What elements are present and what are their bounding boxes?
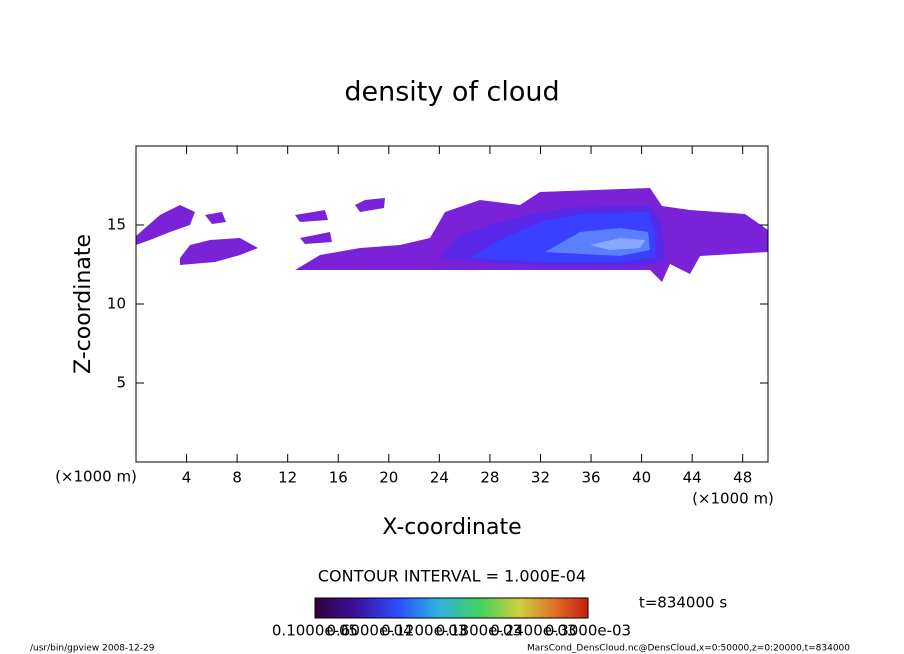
chart-title: density of cloud [344,77,559,108]
x-tick-label: 12 [278,469,297,487]
colorbar-label: 0.3000e-03 [545,622,631,640]
x-axis-label: X-coordinate [382,515,521,540]
contour-fill [136,188,768,282]
time-label: t=834000 s [639,594,727,612]
colorbar-label: 0.1800e-03 [436,622,522,640]
colorbar-label: 0.2400e-03 [490,622,576,640]
x-tick-label: 48 [733,469,752,487]
x-tick-label: 28 [480,469,499,487]
colorbar-label: 0.1200e-03 [381,622,467,640]
colorbar [314,597,589,619]
contour-interval: CONTOUR INTERVAL = 1.000E-04 [318,567,586,586]
x-tick-label: 40 [632,469,651,487]
x-tick-label: 44 [683,469,702,487]
x-tick-label: 4 [182,469,192,487]
y-tick-label: 15 [107,216,126,234]
x-tick-label: 8 [232,469,242,487]
x-tick-label: 20 [379,469,398,487]
colorbar-label: 0.6000e-04 [326,622,412,640]
x-tick-label: 36 [581,469,600,487]
plot-frame [135,145,769,463]
colorbar-label: 0.1000e-05 [272,622,358,640]
footer-right: MarsCond_DensCloud.nc@DensCloud,x=0:5000… [527,644,850,654]
footer-left: /usr/bin/gpview 2008-12-29 [30,644,155,654]
x-tick-label: 16 [329,469,348,487]
y-axis-label: Z-coordinate [71,234,96,374]
x-tick-label: 24 [430,469,449,487]
x-unit: (×1000 m) [692,490,774,508]
x-tick-label: 32 [531,469,550,487]
y-tick-label: 10 [107,295,126,313]
y-tick-label: 5 [116,374,126,392]
x-unit: (×1000 m) [55,468,137,486]
